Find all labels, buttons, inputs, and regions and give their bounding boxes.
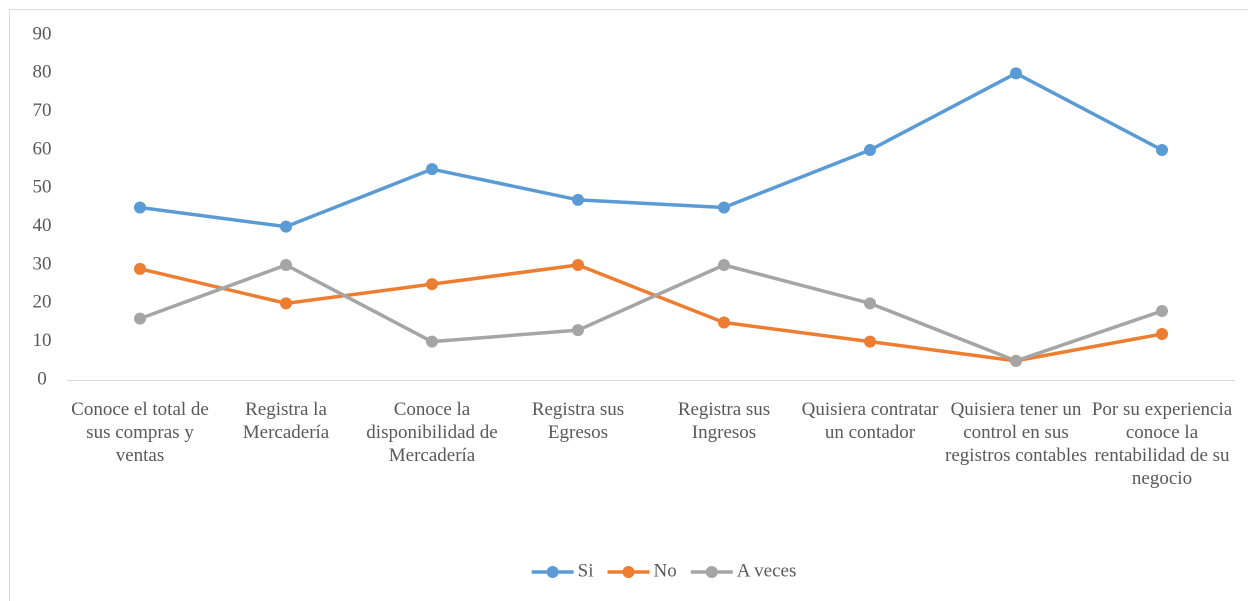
data-point <box>572 324 584 337</box>
x-tick-label: Quisiera tener un control en sus registr… <box>945 399 1087 466</box>
x-tick-label: Registra sus Egresos <box>531 399 625 443</box>
y-tick-label: 40 <box>33 215 52 236</box>
y-tick-label: 90 <box>33 23 52 44</box>
y-tick-label: 10 <box>33 330 52 351</box>
data-point <box>134 201 146 214</box>
data-point <box>426 163 438 176</box>
y-tick-label: 50 <box>33 177 52 198</box>
y-tick-label: 20 <box>33 292 52 313</box>
data-point <box>134 312 146 325</box>
chart-border <box>9 9 1248 601</box>
series-line <box>139 263 1163 363</box>
x-tick-label: Por su experiencia conoce la rentabilida… <box>1091 399 1233 489</box>
legend-marker <box>622 566 635 578</box>
legend-item: Si <box>531 560 594 581</box>
legend-label: Si <box>578 560 594 581</box>
data-point <box>718 259 730 271</box>
data-point <box>864 335 876 348</box>
data-point <box>1156 305 1168 317</box>
data-point <box>572 259 584 271</box>
data-point <box>572 193 584 206</box>
data-point <box>426 278 438 291</box>
legend-label: No <box>654 560 677 581</box>
series-line <box>139 263 1163 363</box>
data-point <box>718 316 730 329</box>
data-point <box>1010 354 1022 367</box>
series-line <box>139 71 1163 229</box>
data-point <box>864 144 876 156</box>
legend-item: No <box>607 560 677 581</box>
data-point <box>1156 144 1168 156</box>
data-point <box>1010 67 1022 80</box>
x-tick-label: Conoce el total de sus compras y ventas <box>71 399 209 466</box>
y-tick-label: 30 <box>33 253 52 274</box>
legend-label: A veces <box>737 560 797 581</box>
data-point <box>134 262 146 275</box>
data-point <box>280 297 292 310</box>
y-tick-label: 0 <box>37 368 47 389</box>
data-point <box>280 259 292 271</box>
data-point <box>718 201 730 214</box>
y-tick-label: 60 <box>33 138 52 159</box>
x-tick-label: Registra sus Ingresos <box>677 399 771 443</box>
data-point <box>426 335 438 348</box>
data-point <box>864 297 876 310</box>
x-tick-label: Conoce la disponibilidad de Mercadería <box>366 399 498 466</box>
legend-marker <box>546 566 559 578</box>
y-tick-label: 70 <box>33 100 52 121</box>
x-tick-label: Registra la Mercadería <box>242 399 330 443</box>
data-point <box>1156 328 1168 340</box>
x-tick-label: Quisiera contratar un contador <box>801 399 939 443</box>
data-point <box>280 220 292 233</box>
legend-marker <box>705 566 718 578</box>
legend-item: A veces <box>690 560 797 581</box>
y-tick-label: 80 <box>33 62 52 83</box>
